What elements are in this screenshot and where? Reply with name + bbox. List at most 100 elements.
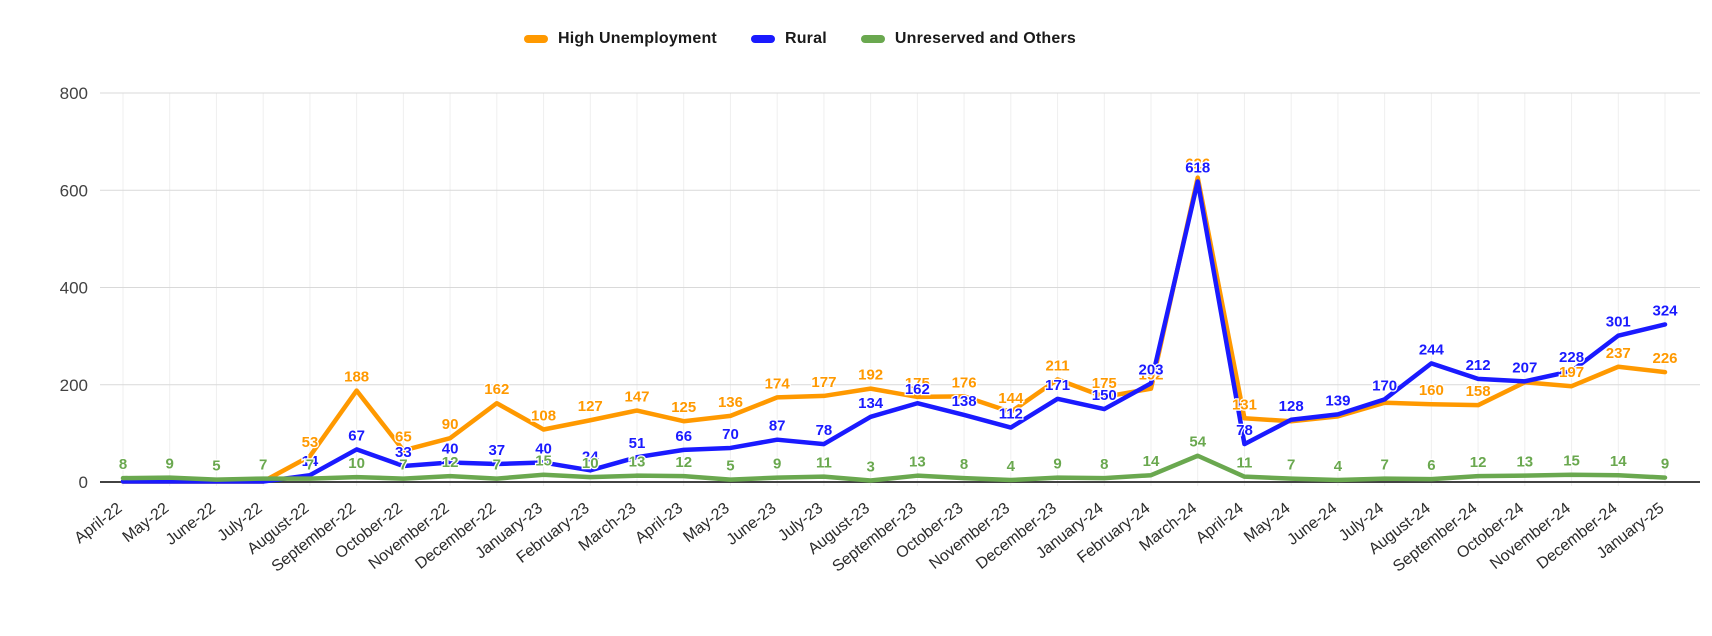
data-label: 197 bbox=[1559, 364, 1584, 381]
data-label: 10 bbox=[348, 455, 365, 472]
data-label: 7 bbox=[259, 457, 267, 474]
y-axis-label: 0 bbox=[79, 473, 88, 492]
data-label: 10 bbox=[582, 455, 599, 472]
data-label: 3 bbox=[866, 459, 874, 476]
x-axis-label: December-24 bbox=[1534, 500, 1621, 573]
legend-swatch-icon bbox=[860, 35, 885, 43]
data-label: 78 bbox=[1236, 422, 1253, 439]
data-label: 24 bbox=[582, 448, 599, 465]
data-label: 54 bbox=[1189, 434, 1206, 451]
data-label: 139 bbox=[1325, 392, 1350, 409]
x-axis-label: November-22 bbox=[366, 500, 453, 573]
series-line-unreserved-and-others bbox=[120, 453, 1668, 483]
data-label: 626 bbox=[1185, 156, 1210, 173]
data-label: 4 bbox=[1334, 458, 1343, 475]
data-label: 136 bbox=[718, 394, 743, 411]
legend-swatch-icon bbox=[750, 35, 775, 43]
data-label: 11 bbox=[1237, 455, 1253, 472]
data-label: 11 bbox=[816, 455, 832, 472]
data-label: 134 bbox=[858, 395, 884, 412]
data-label: 8 bbox=[119, 456, 127, 473]
data-label: 324 bbox=[1652, 302, 1678, 319]
data-label: 7 bbox=[1287, 457, 1295, 474]
data-label: 33 bbox=[395, 444, 412, 461]
data-label: 13 bbox=[1516, 454, 1533, 471]
data-label: 150 bbox=[1092, 387, 1117, 404]
data-label: 66 bbox=[675, 428, 692, 445]
data-label: 5 bbox=[212, 458, 220, 475]
data-label: 14 bbox=[1610, 453, 1627, 470]
data-label: 87 bbox=[769, 418, 786, 435]
data-label: 15 bbox=[1563, 453, 1580, 470]
data-label: 12 bbox=[675, 454, 692, 471]
x-axis-label: May-24 bbox=[1241, 500, 1294, 546]
legend-item-high-unemployment[interactable]: High Unemployment bbox=[523, 30, 717, 48]
data-label: 40 bbox=[535, 441, 552, 458]
data-label: 6 bbox=[1427, 457, 1435, 474]
legend-item-unreserved-and-others[interactable]: Unreserved and Others bbox=[860, 30, 1077, 48]
legend-label: Unreserved and Others bbox=[894, 30, 1077, 47]
data-label: 51 bbox=[629, 435, 646, 452]
data-label: 301 bbox=[1606, 314, 1631, 331]
data-label: 14 bbox=[1143, 453, 1160, 470]
data-label: 5 bbox=[726, 458, 734, 475]
data-label: 144 bbox=[998, 390, 1024, 407]
data-label: 112 bbox=[999, 406, 1023, 423]
data-label: 13 bbox=[909, 454, 926, 471]
data-label: 8 bbox=[960, 456, 968, 473]
y-axis-label: 600 bbox=[60, 181, 88, 200]
data-label: 188 bbox=[344, 369, 369, 386]
data-label: 8 bbox=[1100, 456, 1108, 473]
data-label: 9 bbox=[166, 456, 174, 473]
data-label: 12 bbox=[1470, 454, 1487, 471]
data-label: 162 bbox=[905, 381, 930, 398]
chart-legend: High Unemployment Rural Unreserved and Oth… bbox=[0, 30, 1600, 48]
y-axis-label: 800 bbox=[60, 84, 88, 103]
data-label: 171 bbox=[1045, 377, 1070, 394]
x-axis-label: April-22 bbox=[72, 500, 126, 547]
data-label: 228 bbox=[1559, 349, 1584, 366]
data-label: 175 bbox=[1092, 375, 1117, 392]
data-label: 15 bbox=[535, 453, 552, 470]
y-axis-label: 200 bbox=[60, 376, 88, 395]
x-axis-label: April-24 bbox=[1193, 500, 1247, 547]
legend-item-rural[interactable]: Rural bbox=[750, 30, 827, 48]
x-axis-label: April-23 bbox=[632, 500, 686, 547]
data-label: 138 bbox=[952, 393, 977, 410]
data-label: 131 bbox=[1232, 396, 1257, 413]
x-axis-label: November-23 bbox=[926, 500, 1013, 573]
data-label: 90 bbox=[442, 416, 459, 433]
x-axis-label: June-23 bbox=[724, 500, 780, 549]
series-line-rural bbox=[120, 179, 1668, 484]
data-label: 618 bbox=[1185, 159, 1210, 176]
data-label: 67 bbox=[348, 427, 365, 444]
data-label: 9 bbox=[1053, 456, 1061, 473]
data-label: 175 bbox=[905, 375, 930, 392]
x-axis-label: May-22 bbox=[120, 500, 173, 546]
data-label: 65 bbox=[395, 428, 412, 445]
data-label: 147 bbox=[624, 389, 649, 406]
data-label: 170 bbox=[1372, 377, 1397, 394]
x-axis-label: December-22 bbox=[412, 500, 499, 573]
data-label: 78 bbox=[816, 422, 833, 439]
x-axis-label: June-24 bbox=[1284, 500, 1340, 549]
data-label: 207 bbox=[1512, 359, 1537, 376]
data-label: 125 bbox=[671, 399, 696, 416]
legend-label: High Unemployment bbox=[557, 30, 717, 47]
x-axis-label: November-24 bbox=[1487, 500, 1574, 573]
data-label: 4 bbox=[1007, 458, 1016, 475]
data-label: 127 bbox=[578, 398, 603, 415]
data-label: 7 bbox=[306, 457, 314, 474]
data-label: 12 bbox=[442, 454, 459, 471]
x-axis-label: June-22 bbox=[163, 500, 219, 549]
data-label: 70 bbox=[722, 426, 739, 443]
data-label: 174 bbox=[765, 375, 791, 392]
data-label: 9 bbox=[773, 456, 781, 473]
y-axis-label: 400 bbox=[60, 279, 88, 298]
data-label: 53 bbox=[302, 434, 319, 451]
series-line-high-unemployment bbox=[120, 175, 1668, 484]
data-label: 244 bbox=[1419, 341, 1445, 358]
data-label: 162 bbox=[484, 381, 509, 398]
